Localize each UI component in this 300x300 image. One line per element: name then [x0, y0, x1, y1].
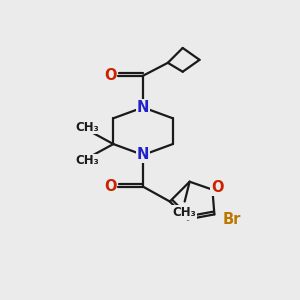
Text: CH₃: CH₃: [173, 206, 196, 219]
Text: CH₃: CH₃: [76, 154, 100, 167]
Text: CH₃: CH₃: [76, 121, 100, 134]
Text: Br: Br: [223, 212, 242, 227]
Text: N: N: [137, 148, 149, 163]
Text: O: O: [104, 179, 117, 194]
Text: O: O: [104, 68, 117, 83]
Text: O: O: [211, 180, 224, 195]
Text: N: N: [137, 100, 149, 115]
